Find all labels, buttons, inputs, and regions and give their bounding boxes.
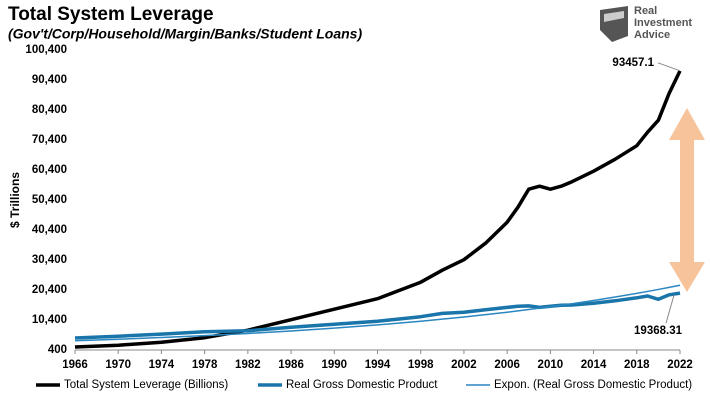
- logo-text: Advice: [634, 29, 670, 41]
- y-tick-label: 90,400: [32, 74, 67, 86]
- y-tick-label: 100,400: [25, 44, 67, 56]
- x-tick-label: 1978: [192, 359, 218, 371]
- x-tick-label: 2014: [581, 359, 607, 371]
- x-tick-label: 1970: [105, 359, 131, 371]
- y-tick-label: 40,400: [32, 224, 67, 236]
- logo-text: Investment: [634, 17, 692, 29]
- y-axis-label: $ Trillions: [8, 172, 22, 228]
- y-tick-label: 50,400: [32, 194, 67, 206]
- x-tick-label: 1994: [365, 359, 391, 371]
- x-tick-label: 2022: [667, 359, 693, 371]
- x-tick-label: 1986: [278, 359, 304, 371]
- x-tick-label: 1974: [149, 359, 175, 371]
- logo-text: Real: [634, 5, 657, 17]
- chart-title: Total System Leverage: [8, 4, 214, 25]
- x-tick-label: 1998: [408, 359, 434, 371]
- data-label: 93457.1: [612, 57, 654, 69]
- leader-line: [665, 294, 675, 324]
- logo-mark: [604, 11, 624, 22]
- x-tick-label: 2002: [451, 359, 477, 371]
- x-tick-label: 2010: [538, 359, 564, 371]
- x-tick-label: 2006: [494, 359, 520, 371]
- gap-arrow: [669, 108, 705, 292]
- data-label: 19368.31: [634, 325, 683, 337]
- x-tick-label: 1982: [235, 359, 261, 371]
- logo: Real Investment Advice: [600, 5, 692, 42]
- y-tick-label: 10,400: [32, 314, 67, 326]
- chart-subtitle: (Gov't/Corp/Household/Margin/Banks/Stude…: [8, 26, 362, 42]
- x-tick-label: 1990: [321, 359, 347, 371]
- series-line: [74, 291, 681, 340]
- x-tick-label: 2018: [624, 359, 650, 371]
- leader-line: [657, 62, 681, 72]
- y-tick-label: 30,400: [32, 254, 67, 266]
- y-tick-label: 70,400: [32, 134, 67, 146]
- y-tick-label: 60,400: [32, 164, 67, 176]
- y-tick-label: 400: [48, 344, 67, 356]
- legend-label: Total System Leverage (Billions): [64, 379, 228, 391]
- y-tick-label: 20,400: [32, 284, 67, 296]
- legend-label: Real Gross Domestic Product: [286, 379, 438, 391]
- series-line: [74, 284, 681, 342]
- x-tick-label: 1966: [62, 359, 88, 371]
- legend-label: Expon. (Real Gross Domestic Product): [494, 379, 692, 391]
- y-tick-label: 80,400: [32, 104, 67, 116]
